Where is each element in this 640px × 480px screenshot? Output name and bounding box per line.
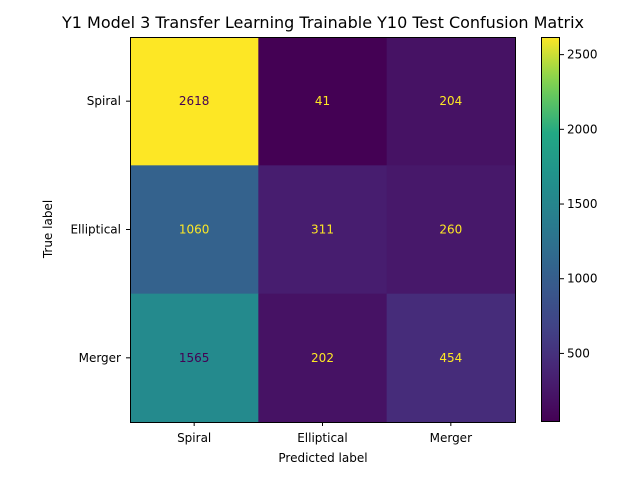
x-axis-label: Predicted label: [278, 451, 367, 465]
cell-value-label: 311: [311, 223, 334, 237]
colorbar-tick-label: 1000: [567, 272, 598, 286]
colorbar-frame: [541, 37, 560, 422]
cell-value-label: 204: [439, 94, 462, 108]
cell-value-label: 2618: [179, 94, 210, 108]
colorbar-tick-label: 500: [567, 346, 590, 360]
cell-value-label: 260: [439, 223, 462, 237]
matrix-cell: [258, 165, 388, 295]
y-tick-label: Spiral: [87, 94, 121, 108]
matrix-cell: [130, 293, 259, 423]
matrix-cell-labels: 2618 41 204 1060 311 260 1565 202 454: [179, 94, 462, 365]
matrix-cell: [258, 293, 388, 423]
x-tick-label: Elliptical: [297, 431, 348, 445]
colorbar: 500 1000 1500 2000 2500: [541, 37, 598, 422]
matrix-cell: [386, 165, 516, 295]
x-tick-label: Merger: [430, 431, 472, 445]
matrix-cell: [386, 293, 516, 423]
matrix-cell: [386, 37, 516, 166]
y-axis-label: True label: [41, 200, 55, 259]
matrix-cells: [130, 37, 516, 423]
cell-value-label: 1060: [179, 223, 210, 237]
y-tick-label: Elliptical: [70, 222, 121, 236]
cell-value-label: 1565: [179, 351, 210, 365]
matrix-frame: [130, 37, 516, 423]
y-tick-label: Merger: [79, 351, 121, 365]
matrix-cell: [130, 165, 259, 295]
colorbar-tick-label: 1500: [567, 197, 598, 211]
colorbar-tick-label: 2500: [567, 48, 598, 62]
colorbar-tick-label: 2000: [567, 122, 598, 136]
cell-value-label: 454: [439, 351, 462, 365]
matrix-cell: [258, 37, 388, 166]
x-axis-ticks: Spiral Elliptical Merger: [177, 421, 472, 445]
colorbar-gradient: [541, 37, 560, 422]
matrix-cell: [130, 37, 259, 166]
cell-value-label: 202: [311, 351, 334, 365]
y-axis-ticks: Spiral Elliptical Merger: [70, 94, 130, 365]
chart-title: Y1 Model 3 Transfer Learning Trainable Y…: [61, 13, 584, 32]
x-tick-label: Spiral: [177, 431, 211, 445]
cell-value-label: 41: [315, 94, 330, 108]
